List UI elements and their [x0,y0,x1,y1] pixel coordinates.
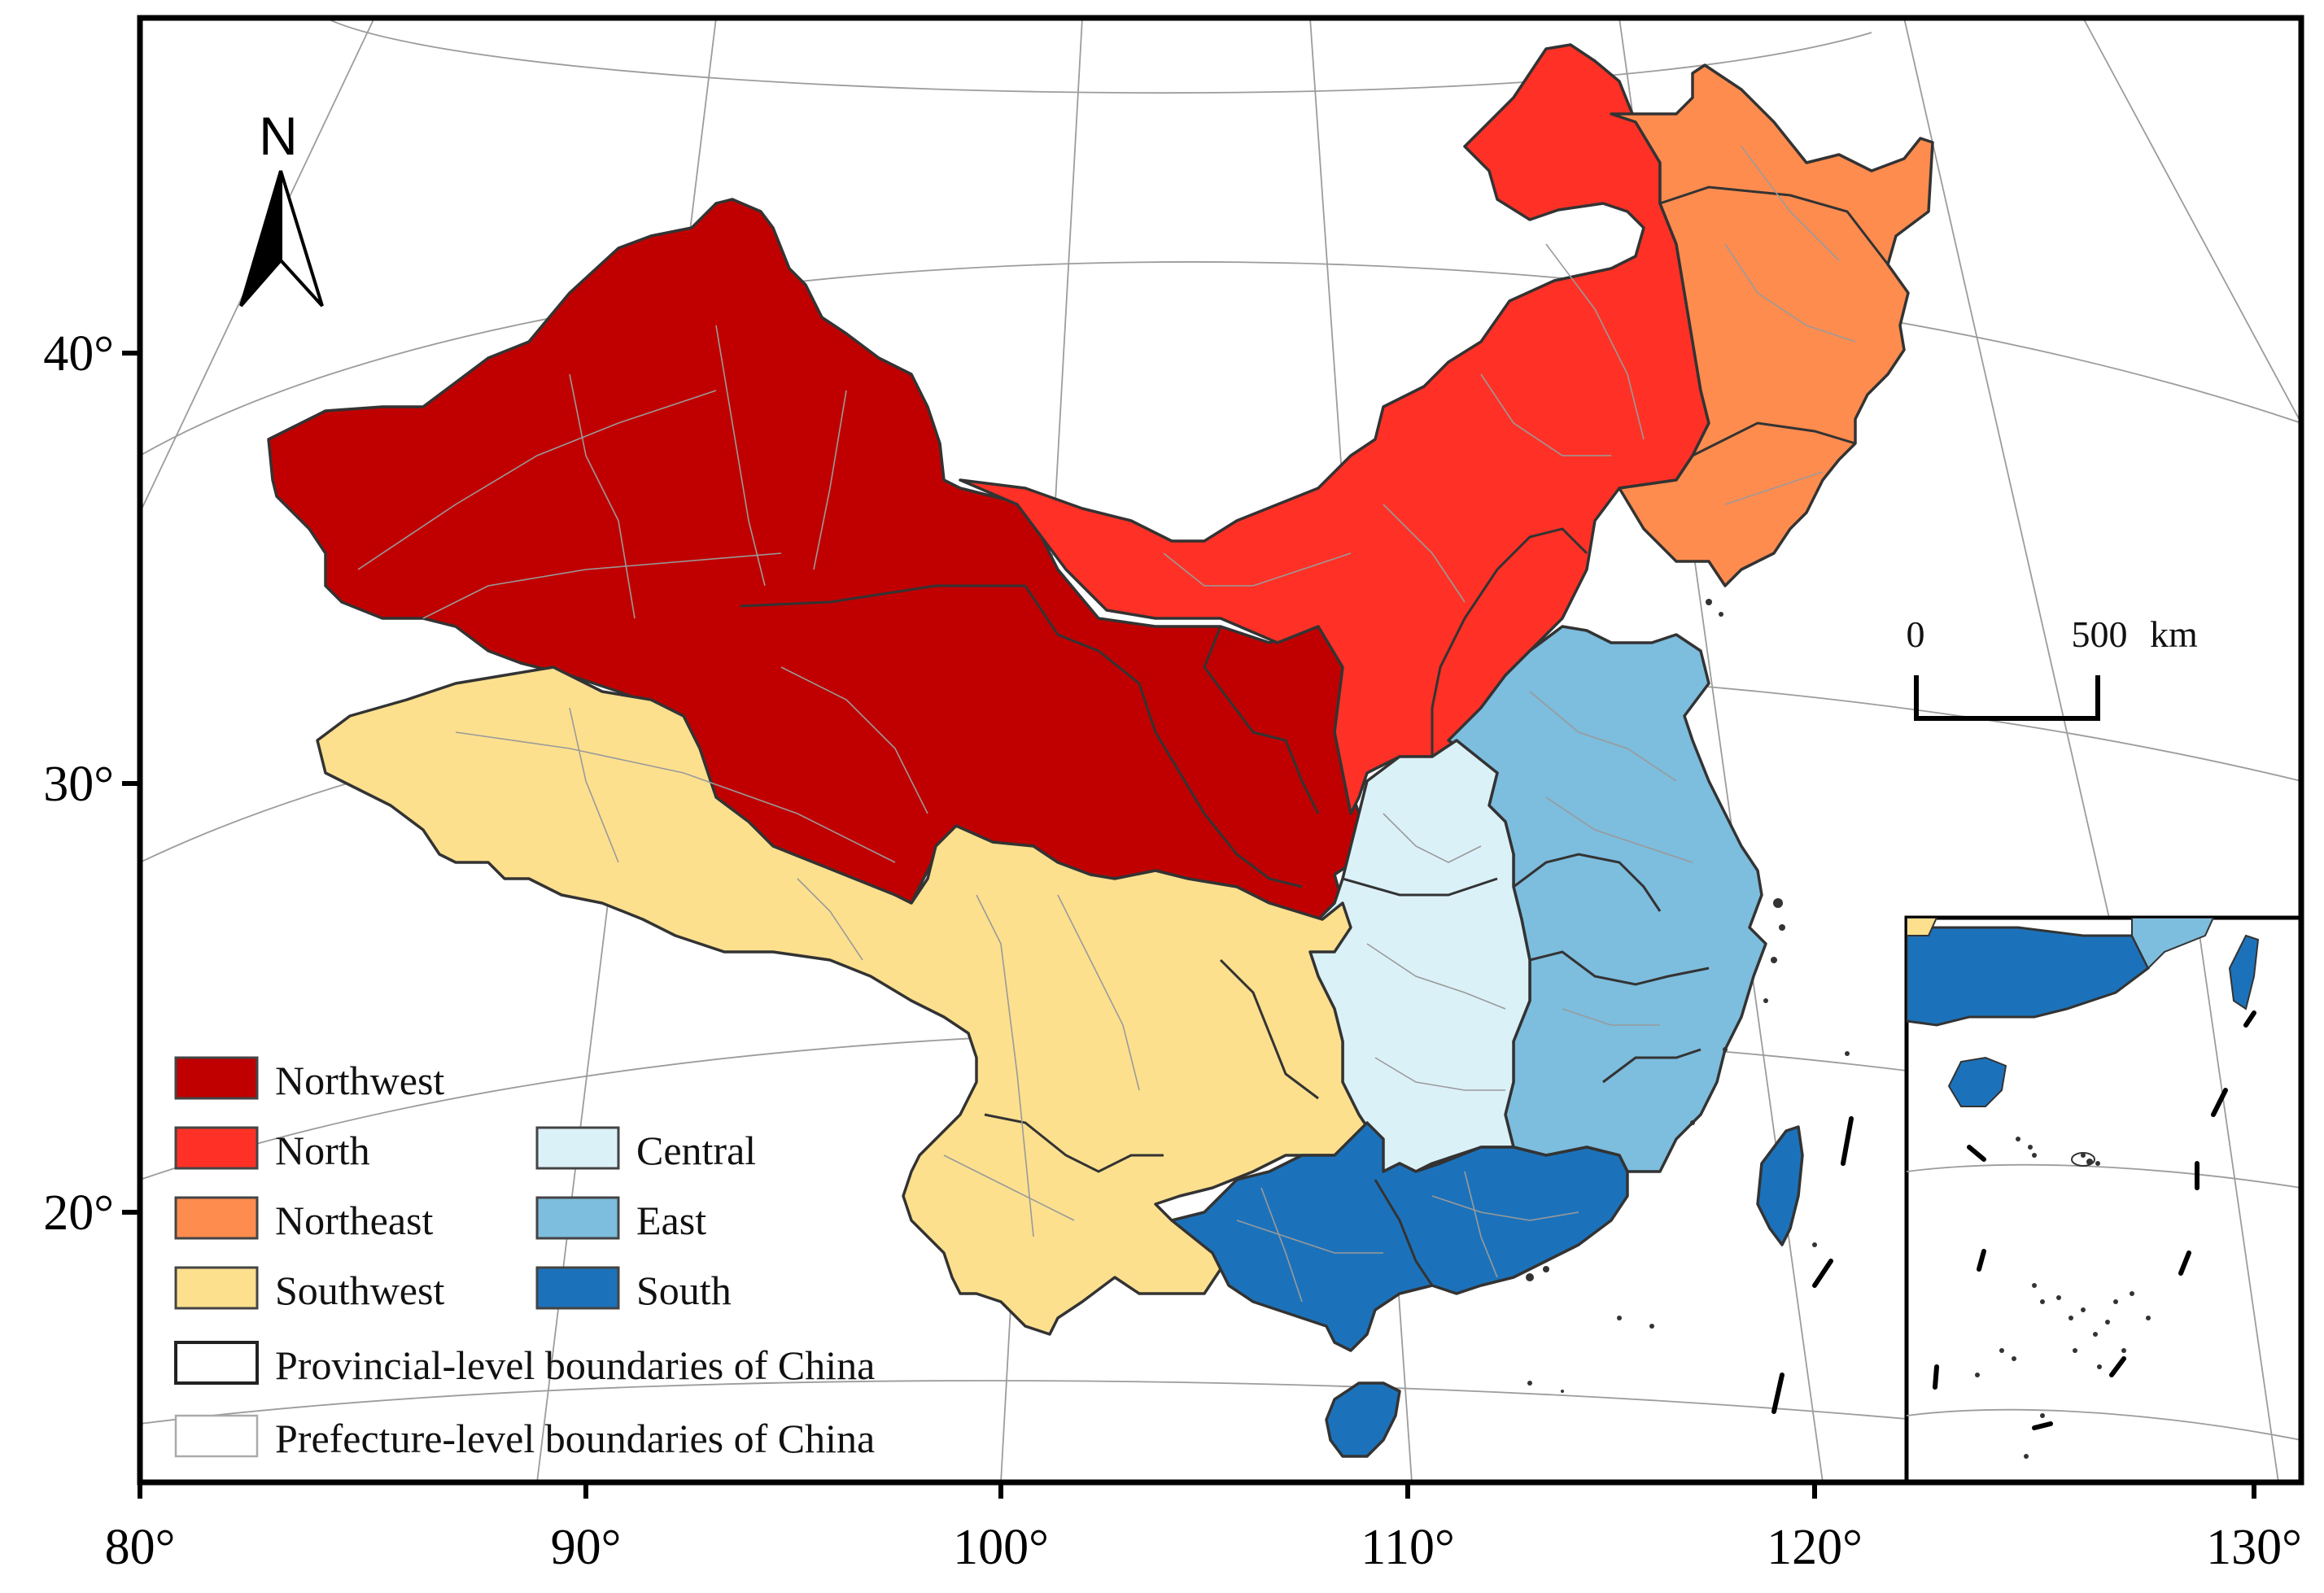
x-tick-label: 100° [953,1520,1049,1575]
legend-label-east: East [636,1198,706,1243]
x-tick-label: 130° [2206,1520,2302,1575]
coastal-islands [1526,599,1850,1393]
region-south-hainan [1325,1381,1401,1458]
inset-hainan [1947,1056,2007,1107]
x-tick-label: 120° [1767,1520,1863,1575]
legend-swatch-prefecture [174,1414,259,1458]
north-arrow: N [239,106,324,308]
inset-islands [1975,1137,2151,1459]
x-tick-label: 110° [1361,1520,1455,1575]
x-axis-labels: 80° 90° 100° 110° 120° 130° [105,1520,2302,1575]
inset-region-southwest [1907,918,1938,936]
region-north [959,43,1710,815]
legend-swatch-northwest [174,1056,259,1100]
inset-region-east [2131,918,2215,970]
legend-swatch-east [535,1196,620,1240]
legend-label-provincial: Provincial-level boundaries of China [275,1342,875,1388]
x-tick-label: 80° [105,1520,176,1575]
legend-swatch-provincial [174,1341,259,1385]
prefecture-boundaries [357,146,1856,1303]
provincial-boundaries [740,185,1889,1286]
map-frame [137,15,2304,1486]
y-tick-label: 30° [43,757,114,812]
legend-label-north: North [275,1128,370,1173]
legend: Northwest North Northeast Southwest Cent… [174,1056,875,1461]
legend-label-northeast: Northeast [275,1198,433,1243]
scale-start-label: 0 [1907,613,1925,655]
region-east-taiwan [1756,1125,1804,1246]
scale-bar: 0 500 km [1907,613,2198,721]
north-arrow-label: N [259,106,298,166]
y-tick-label: 20° [43,1185,114,1241]
y-tick-label: 40° [43,326,114,382]
map-regions [267,43,1934,1458]
scale-unit-label: km [2150,613,2198,655]
region-northeast [1610,63,1934,587]
scale-bar-line [1914,675,2100,721]
legend-swatch-southwest [174,1266,259,1310]
legend-swatch-south [535,1266,620,1310]
legend-label-southwest: Southwest [275,1268,444,1313]
inset-taiwan [2228,934,2260,1010]
x-tick-label: 90° [551,1520,622,1575]
legend-label-central: Central [636,1128,756,1173]
dash-line [1771,1116,1854,1414]
legend-label-northwest: Northwest [275,1058,444,1103]
legend-label-prefecture: Prefecture-level boundaries of China [275,1416,875,1461]
legend-swatch-northeast [174,1196,259,1240]
region-southwest [316,666,1385,1336]
south-china-sea-inset [1904,915,2304,1485]
legend-label-south: South [636,1268,732,1313]
scale-end-label: 500 [2072,613,2128,655]
inset-region-south [1907,926,2150,1027]
axis-ticks [122,351,2256,1499]
inset-dash-line [1933,1010,2256,1430]
region-south [1170,1121,1629,1352]
legend-swatch-central [535,1126,620,1170]
legend-swatch-north [174,1126,259,1170]
y-axis-labels: 40° 30° 20° [43,326,114,1241]
